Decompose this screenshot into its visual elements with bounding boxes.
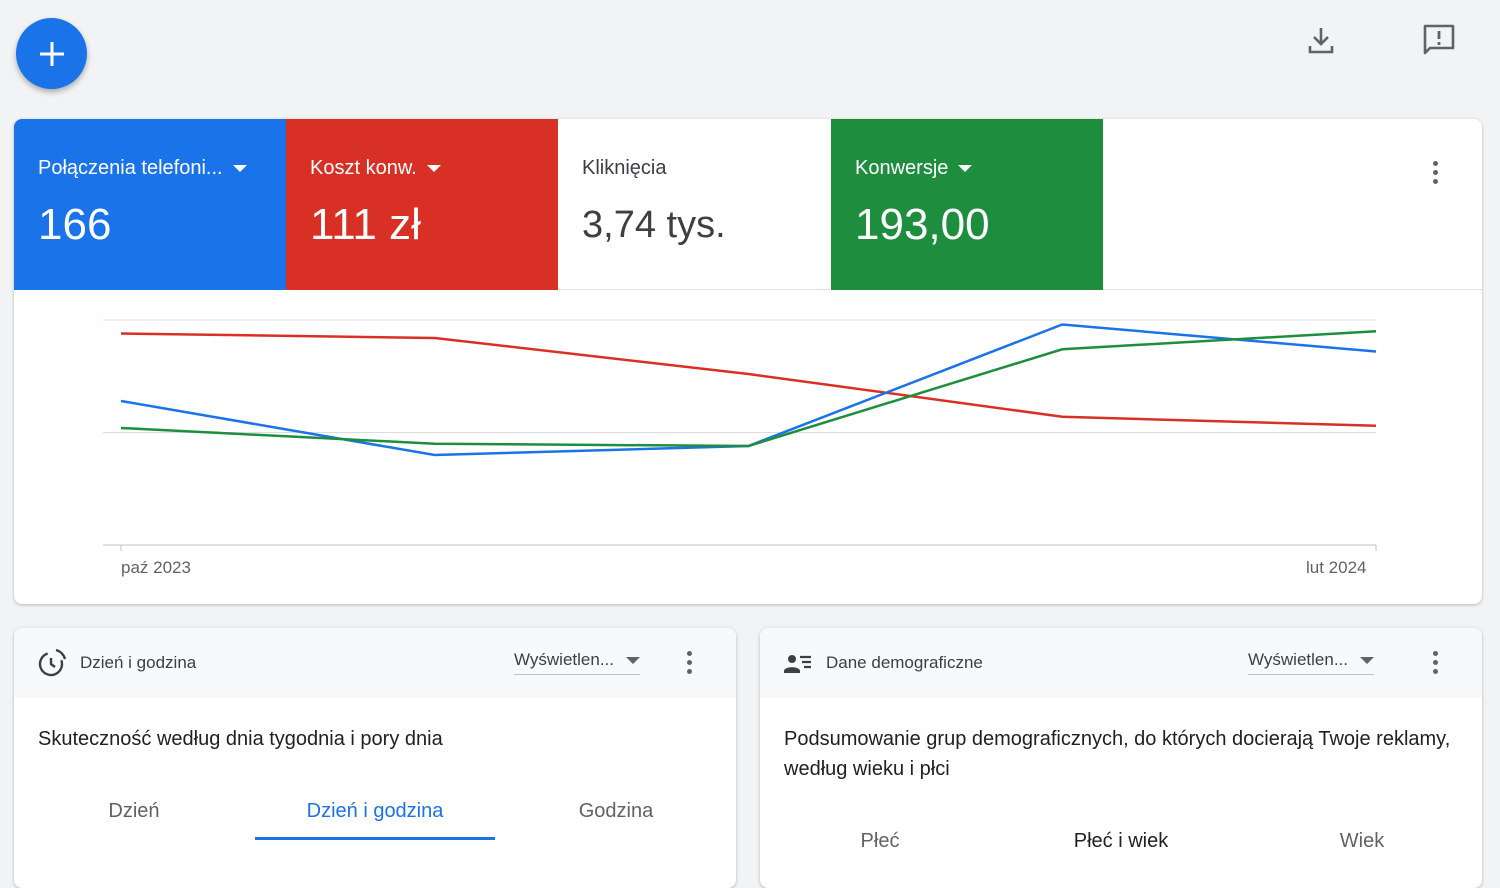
- tab-gender[interactable]: Płeć: [860, 830, 900, 852]
- add-button[interactable]: [16, 18, 87, 89]
- tab-hour[interactable]: Godzina: [578, 800, 654, 822]
- metric-value: 166: [38, 200, 112, 249]
- panel-description: Skuteczność według dnia tygodnia i pory …: [38, 728, 443, 750]
- feedback-button[interactable]: [1421, 22, 1457, 58]
- metric-dropdown[interactable]: Wyświetlen...: [514, 650, 640, 675]
- panel-title: Dane demograficzne: [826, 653, 983, 672]
- x-axis-end-label: lut 2024: [1306, 558, 1367, 577]
- feedback-icon: [1423, 24, 1455, 55]
- metric-dropdown[interactable]: Wyświetlen...: [1248, 650, 1374, 675]
- caret-down-icon: [232, 165, 247, 172]
- series-line: [120, 330, 1377, 448]
- overview-card: Połączenia telefoni... 166 Koszt konw. 1…: [14, 119, 1482, 604]
- more-options-button[interactable]: [1431, 651, 1439, 674]
- metric-value: 111 zł: [310, 200, 421, 249]
- demographics-panel: Dane demograficzne Wyświetlen... Podsumo…: [760, 628, 1482, 888]
- metric-label: Konwersje: [855, 157, 949, 179]
- demographics-icon: [784, 655, 811, 673]
- tab-day-and-hour[interactable]: Dzień i godzina: [255, 800, 495, 840]
- series-line: [120, 323, 1377, 457]
- tab-gender-and-age[interactable]: Płeć i wiek: [1073, 830, 1169, 852]
- caret-down-icon: [625, 656, 640, 664]
- metric-label: Koszt konw.: [310, 157, 417, 179]
- metric-label: Połączenia telefoni...: [38, 157, 223, 179]
- panel-description: Podsumowanie grup demograficznych, do kt…: [784, 728, 1451, 780]
- dropdown-value: Wyświetlen...: [514, 650, 614, 669]
- caret-down-icon: [958, 165, 973, 172]
- metric-tile-conversions[interactable]: Konwersje 193,00: [831, 119, 1103, 290]
- more-options-button[interactable]: [1431, 161, 1439, 184]
- day-hour-panel: Dzień i godzina Wyświetlen... Skutecznoś…: [14, 628, 736, 888]
- metric-tile-calls[interactable]: Połączenia telefoni... 166: [14, 119, 286, 290]
- metric-value: 3,74 tys.: [582, 204, 726, 246]
- panel-title: Dzień i godzina: [80, 653, 197, 672]
- dropdown-value: Wyświetlen...: [1248, 650, 1348, 669]
- metric-label: Kliknięcia: [582, 157, 667, 179]
- more-options-button[interactable]: [685, 651, 693, 674]
- tab-day[interactable]: Dzień: [108, 800, 160, 822]
- download-button[interactable]: [1303, 22, 1339, 58]
- metric-tile-clicks[interactable]: Kliknięcia 3,74 tys.: [558, 119, 830, 290]
- caret-down-icon: [1359, 656, 1374, 664]
- x-axis-start-label: paź 2023: [121, 558, 191, 577]
- caret-down-icon: [426, 165, 441, 172]
- download-icon: [1308, 28, 1334, 54]
- series-line: [120, 332, 1377, 427]
- metric-tile-cost[interactable]: Koszt konw. 111 zł: [286, 119, 558, 290]
- schedule-icon: [38, 648, 67, 677]
- metric-value: 193,00: [855, 200, 990, 249]
- add-icon: [39, 41, 64, 66]
- tab-age[interactable]: Wiek: [1339, 830, 1385, 852]
- line-chart: [103, 319, 1377, 551]
